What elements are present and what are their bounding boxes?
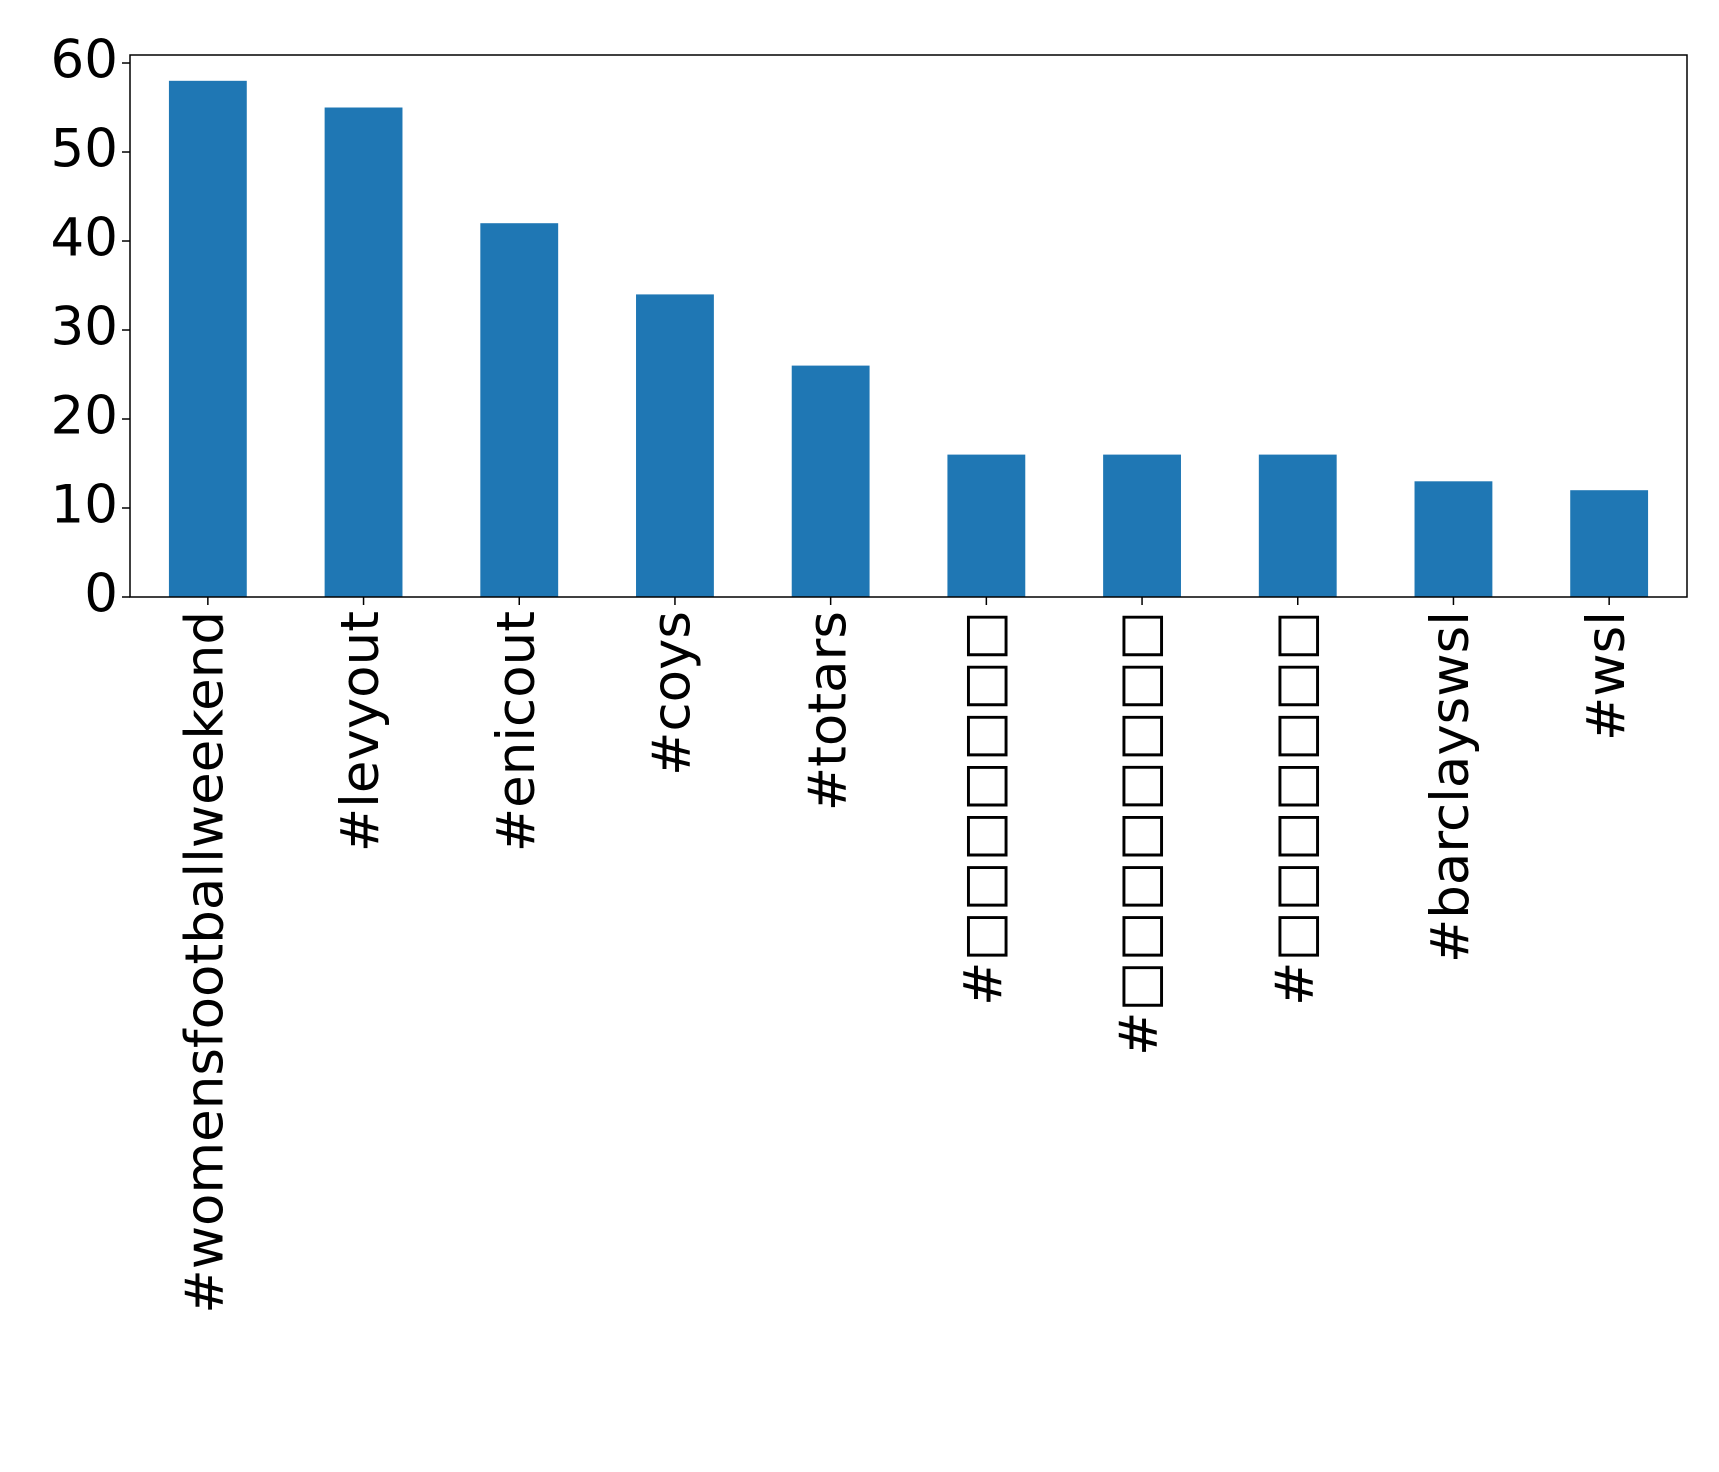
y-tick-label: 40	[51, 208, 118, 269]
x-tick-label: #□□□□□□□□	[1109, 611, 1170, 1056]
bar	[480, 223, 559, 597]
x-tick-label: #□□□□□□□	[953, 611, 1014, 1006]
y-tick-label: 30	[51, 297, 118, 358]
bar	[947, 454, 1026, 597]
bar	[324, 107, 403, 597]
x-tick-label: #totars	[797, 611, 858, 811]
x-tick-label: #enicout	[486, 611, 547, 852]
y-tick-label: 10	[51, 475, 118, 536]
y-tick-label: 0	[84, 564, 118, 625]
bar	[791, 365, 870, 597]
bar	[636, 294, 714, 597]
bar	[1258, 454, 1337, 597]
x-tick-label: #levyout	[330, 611, 391, 852]
bar	[168, 80, 247, 598]
bar	[1570, 490, 1649, 597]
x-tick-label: #womensfootballweekend	[174, 611, 235, 1314]
x-tick-label: #barclayswsl	[1420, 611, 1481, 963]
y-tick-label: 60	[51, 30, 118, 91]
x-tick-label: #wsl	[1576, 611, 1637, 741]
x-tick-label: #□□□□□□□	[1264, 611, 1325, 1006]
bar	[1414, 481, 1493, 597]
x-tick-label: #coys	[642, 611, 703, 776]
bar	[1103, 454, 1181, 597]
y-tick-label: 20	[51, 386, 118, 447]
plot-frame	[129, 54, 1688, 598]
y-tick-label: 50	[51, 119, 118, 180]
